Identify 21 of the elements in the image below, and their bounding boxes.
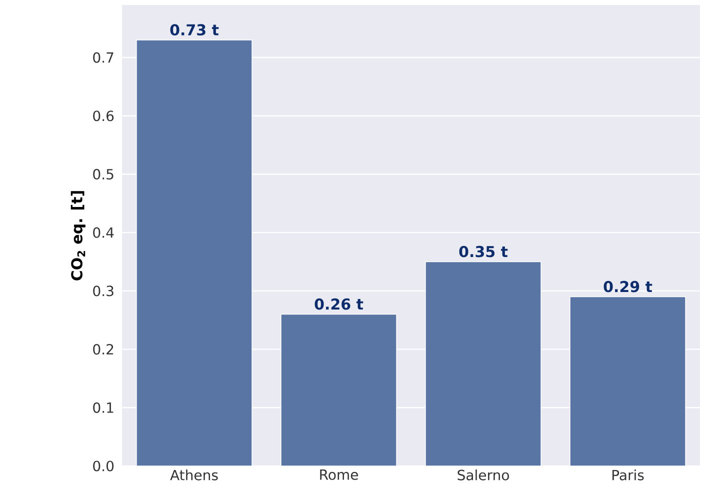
y-tick-label: 0.1 (93, 402, 114, 413)
bar (570, 296, 686, 466)
y-tick-label: 0.3 (93, 286, 114, 296)
y-tick-label: 0.5 (93, 168, 114, 180)
x-tick-label: Salerno (458, 470, 509, 480)
x-tick-label: Paris (612, 470, 644, 480)
x-tick-label: Athens (170, 470, 218, 480)
y-tick-label: 0.7 (93, 52, 114, 63)
bar (280, 314, 397, 466)
data-label: 0.35 t (459, 246, 508, 258)
data-label: 0.73 t (170, 24, 219, 36)
y-tick-label: 0.2 (93, 344, 114, 355)
bar (425, 262, 542, 466)
data-label: 0.26 t (314, 298, 364, 310)
x-tick-label: Rome (320, 470, 358, 480)
y-tick-label: 0.4 (93, 227, 114, 238)
data-label: 0.29 t (604, 280, 652, 292)
y-tick-label: 0.6 (93, 110, 114, 122)
y-tick-label: 0.0 (93, 460, 114, 472)
bar (136, 40, 252, 466)
y-axis-title: CO$_{2}$ eq. [t] (70, 191, 86, 280)
